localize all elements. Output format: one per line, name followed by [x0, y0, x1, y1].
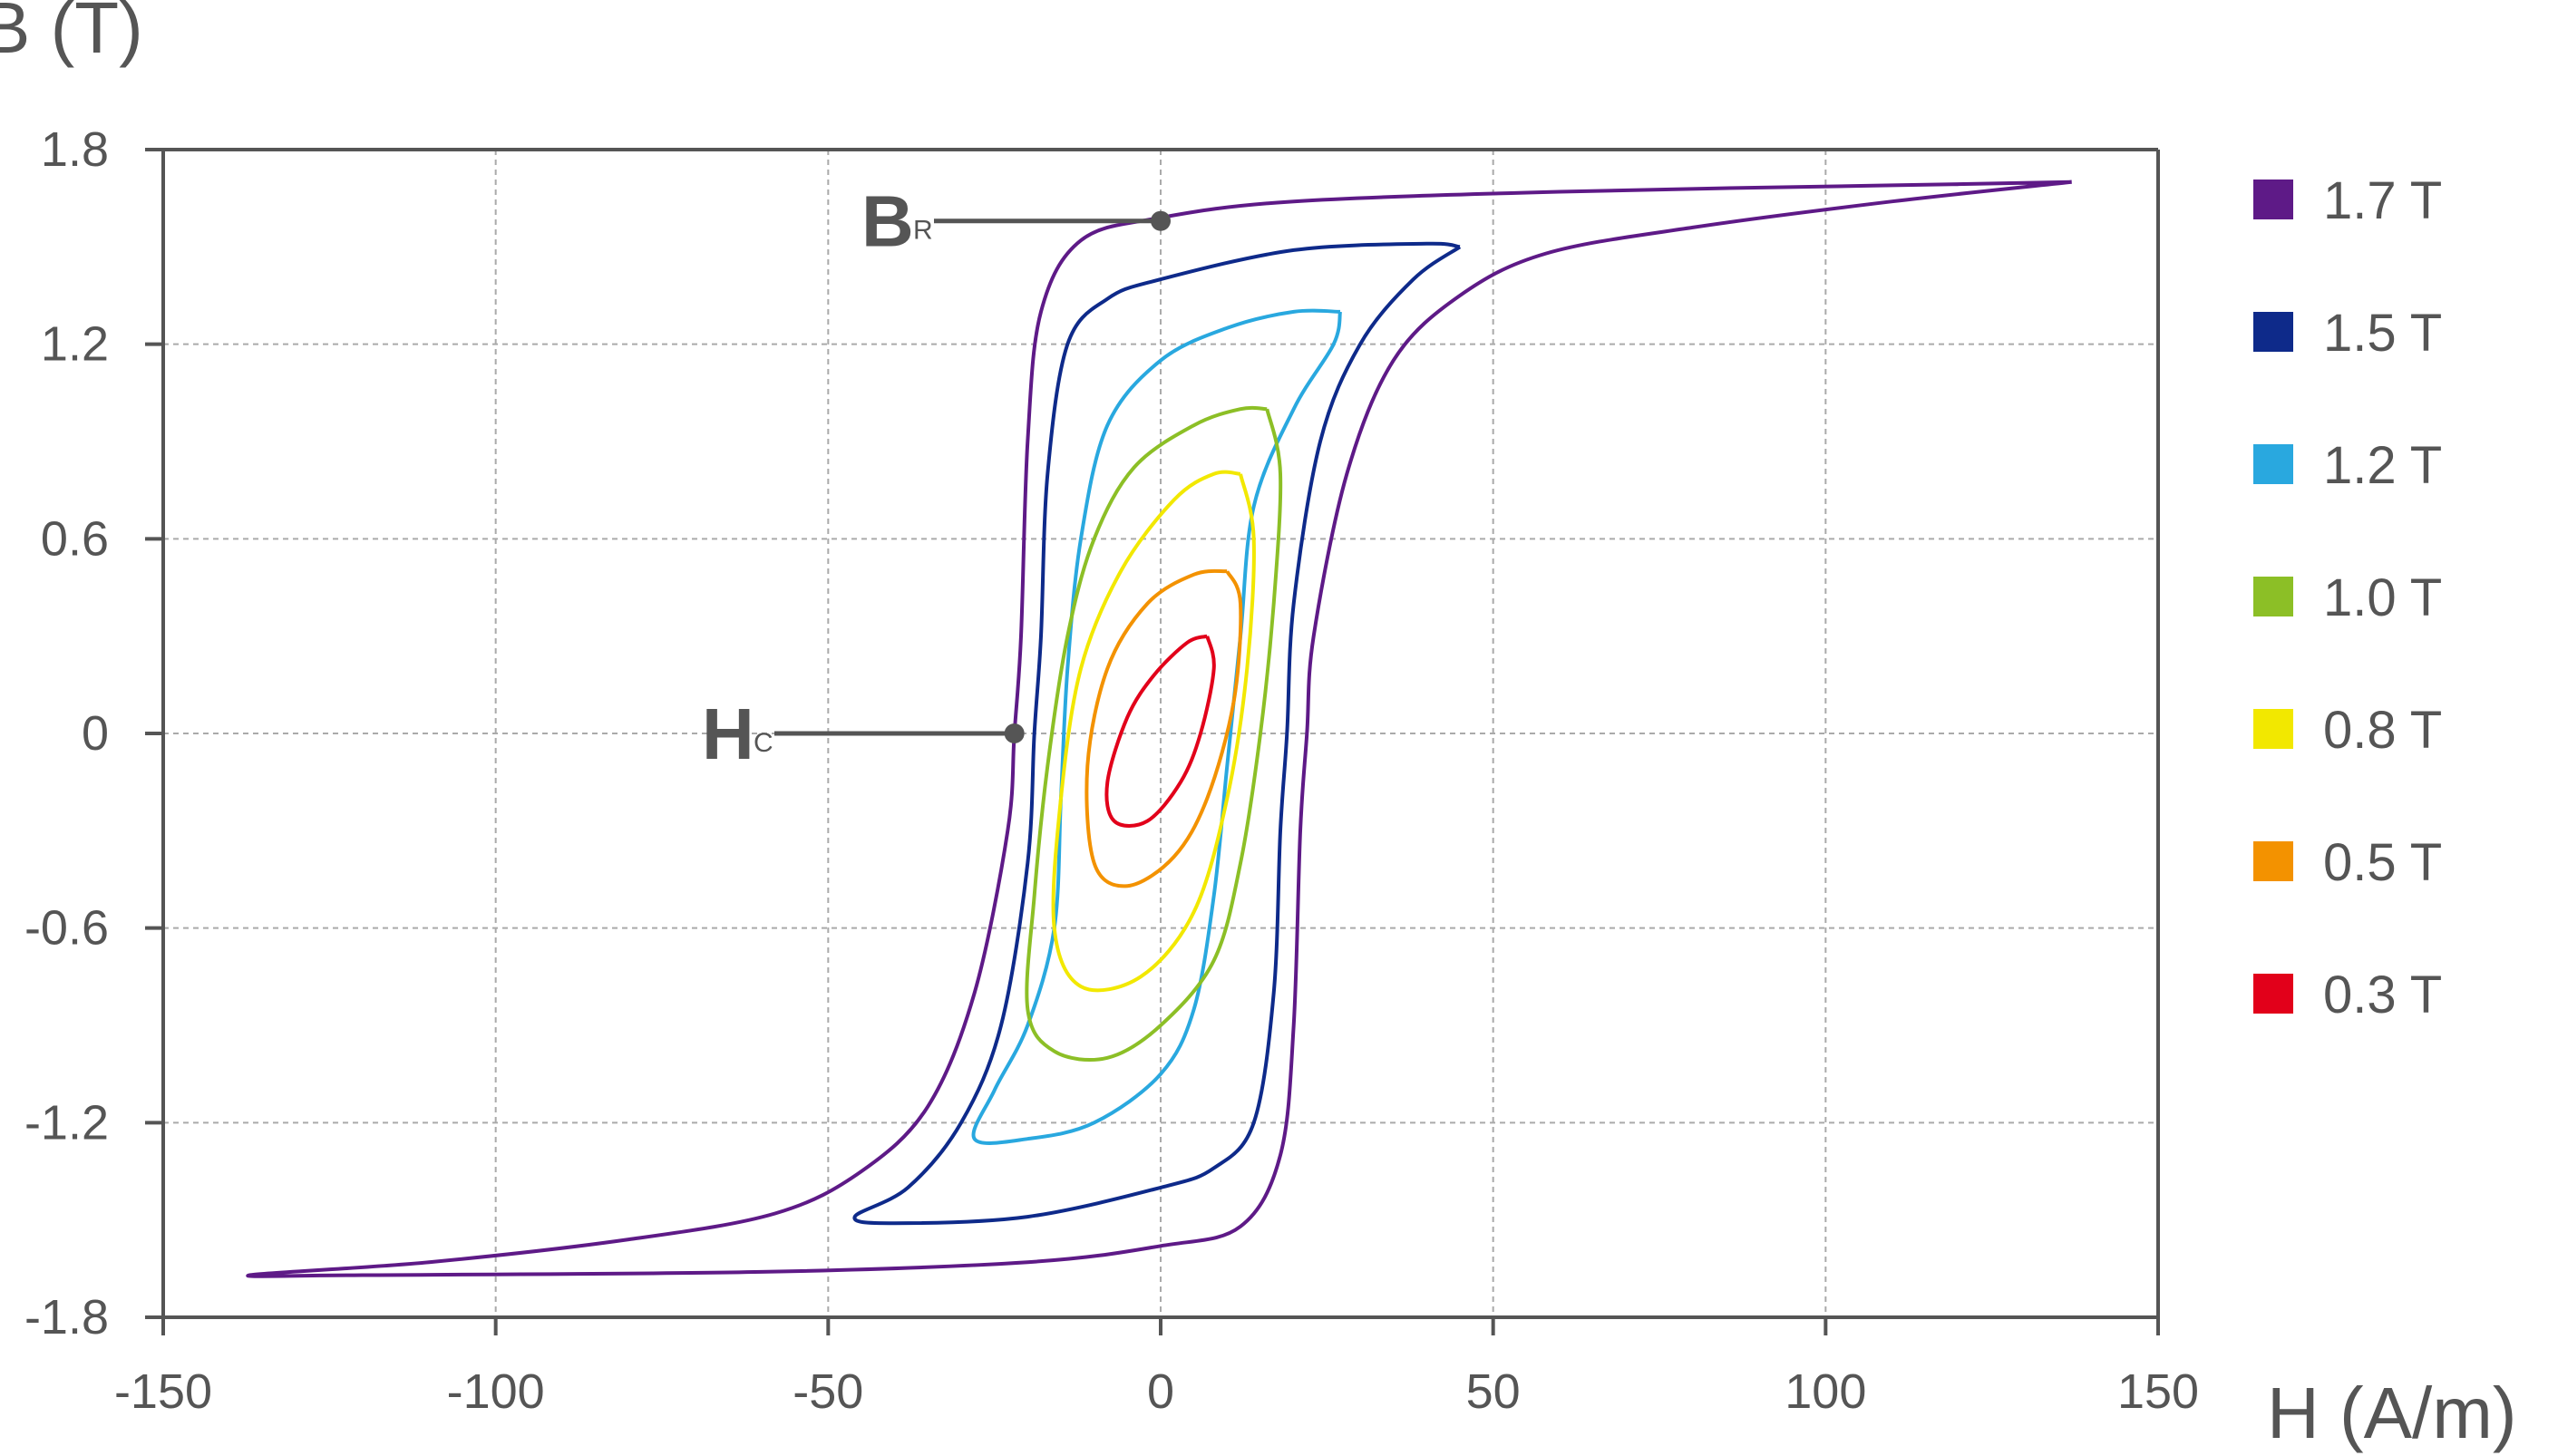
y-tick-label: 1.8: [41, 122, 109, 177]
y-tick-label: -1.2: [24, 1095, 109, 1150]
annotations: B R H C: [702, 181, 1171, 774]
loop-1-2-t: [971, 308, 1342, 1145]
y-tick-label: 1.2: [41, 317, 109, 372]
annotation-sublabel-hc: C: [754, 728, 773, 758]
axes: [145, 148, 2160, 1335]
legend-label: 0.5 T: [2323, 833, 2442, 892]
legend-label: 0.3 T: [2323, 966, 2442, 1024]
x-tick-label: 100: [1785, 1364, 1866, 1419]
y-tick-label: 0: [82, 706, 109, 761]
legend-swatch: [2253, 974, 2293, 1014]
x-axis-title: H (A/m): [2267, 1373, 2517, 1453]
tick-labels: -150 -100 -50 0 50 100 150 1.8 1.2 0.6 0 -0.6 -1.2 -1…: [24, 122, 2199, 1419]
loop-0-3-t: [1104, 634, 1216, 828]
x-tick-label: 0: [1147, 1364, 1174, 1419]
legend-swatch: [2253, 180, 2293, 219]
loop-1-7-t: [246, 180, 2072, 1278]
x-tick-label: -50: [793, 1364, 863, 1419]
legend-label: 1.5 T: [2323, 304, 2442, 363]
x-tick-label: -150: [114, 1364, 212, 1419]
legend-swatch: [2253, 312, 2293, 352]
x-tick-label: -100: [447, 1364, 545, 1419]
y-tick-label: -1.8: [24, 1290, 109, 1344]
y-tick-label: -0.6: [24, 901, 109, 956]
hysteresis-loops: [246, 180, 2072, 1278]
annotation-dot-hc: [1004, 723, 1025, 743]
legend-label: 1.0 T: [2323, 568, 2442, 627]
loop-1-0-t: [1025, 405, 1283, 1062]
loop-1-5-t: [852, 241, 1462, 1226]
annotation-label-hc: H: [702, 694, 754, 774]
y-axis-title: B (T): [0, 0, 143, 68]
annotation-label-br: B: [861, 181, 914, 262]
legend-label: 0.8 T: [2323, 701, 2442, 760]
annotation-dot-br: [1151, 210, 1171, 231]
legend-label: 1.2 T: [2323, 436, 2442, 495]
x-tick-label: 50: [1466, 1364, 1521, 1419]
legend-swatch: [2253, 709, 2293, 749]
x-tick-label: 150: [2117, 1364, 2199, 1419]
loop-0-5-t: [1084, 568, 1243, 888]
y-tick-label: 0.6: [41, 511, 109, 566]
legend: 1.7 T 1.5 T 1.2 T 1.0 T 0.8 T 0.5 T 0.3 T: [2253, 171, 2442, 1024]
legend-swatch: [2253, 841, 2293, 881]
legend-label: 1.7 T: [2323, 171, 2442, 230]
legend-swatch: [2253, 577, 2293, 616]
loop-0-8-t: [1051, 470, 1256, 993]
annotation-sublabel-br: R: [913, 216, 933, 246]
legend-swatch: [2253, 444, 2293, 484]
